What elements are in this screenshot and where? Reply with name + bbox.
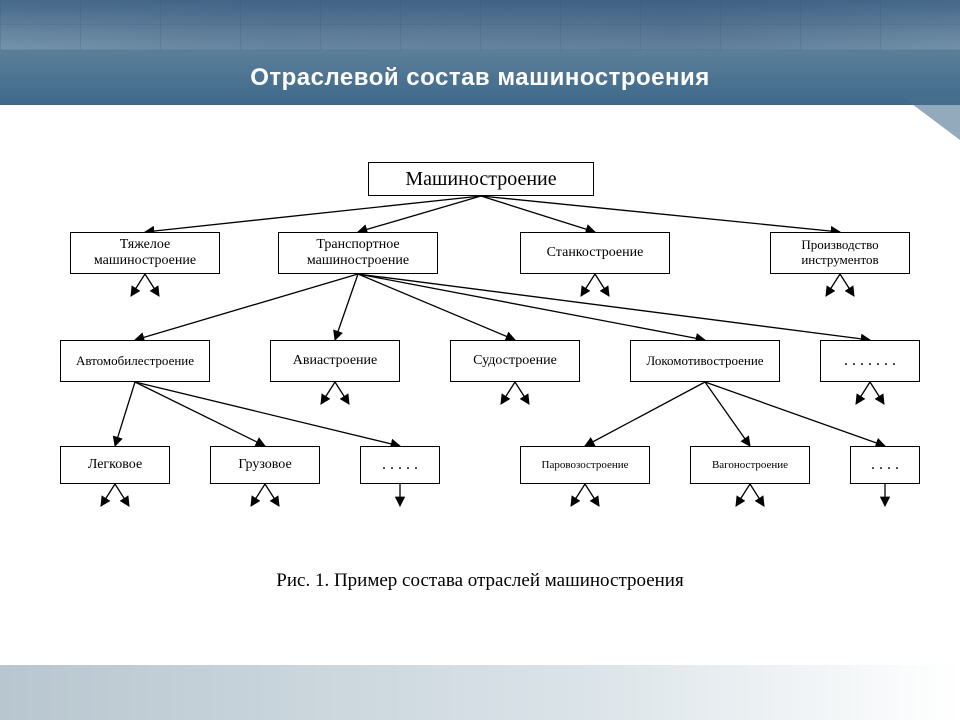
page-title-text: Отраслевой состав машиностроения bbox=[250, 64, 710, 92]
figure-caption: Рис. 1. Пример состава отраслей машиност… bbox=[0, 570, 960, 592]
node-l1d: Производство инструментов bbox=[770, 232, 910, 274]
node-l1c: Станкостроение bbox=[520, 232, 670, 274]
node-l3f: . . . . bbox=[850, 446, 920, 484]
node-l3e: Вагоностроение bbox=[690, 446, 810, 484]
header-map-texture bbox=[0, 0, 960, 50]
node-l3b: Грузовое bbox=[210, 446, 320, 484]
header-band: Отраслевой состав машиностроения bbox=[0, 0, 960, 105]
footer-band bbox=[0, 665, 960, 720]
node-root: Машиностроение bbox=[368, 162, 594, 196]
node-l3a: Легковое bbox=[60, 446, 170, 484]
node-l3d: Паровозостроение bbox=[520, 446, 650, 484]
node-l1a: Тяжелое машиностроение bbox=[70, 232, 220, 274]
node-l1b: Транспортное машиностроение bbox=[278, 232, 438, 274]
page-title: Отраслевой состав машиностроения bbox=[0, 50, 960, 105]
hierarchy-diagram: Машиностроение Тяжелое машиностроение Тран… bbox=[30, 150, 930, 590]
node-l2b: Авиастроение bbox=[270, 340, 400, 382]
node-l2a: Автомобилестроение bbox=[60, 340, 210, 382]
node-l2d: Локомотивостроение bbox=[630, 340, 780, 382]
node-l3c: . . . . . bbox=[360, 446, 440, 484]
node-l2e: . . . . . . . bbox=[820, 340, 920, 382]
accent-triangle bbox=[900, 95, 960, 140]
node-l2c: Судостроение bbox=[450, 340, 580, 382]
figure-caption-text: Рис. 1. Пример состава отраслей машиност… bbox=[276, 570, 683, 591]
